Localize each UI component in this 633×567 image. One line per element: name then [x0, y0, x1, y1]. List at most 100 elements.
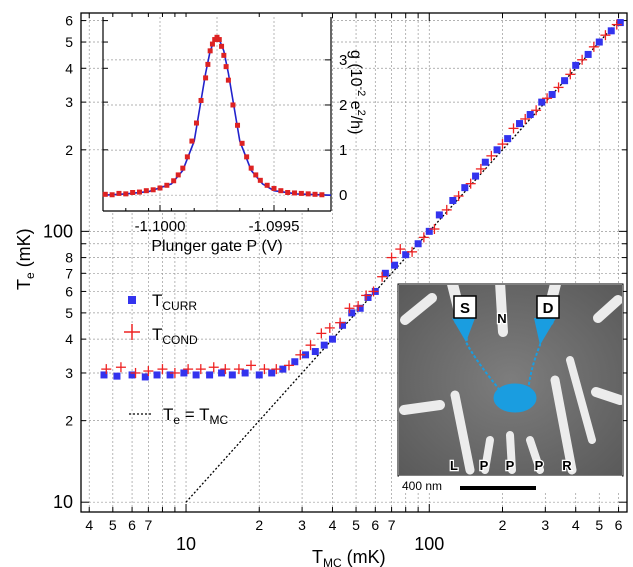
main-x-minor-tick-label: 3: [541, 517, 549, 533]
curr-point: [356, 304, 364, 312]
gate-l: [450, 390, 475, 475]
cond-point: [353, 301, 364, 312]
inset-data-point: [244, 154, 250, 160]
scale-bar-label: 400 nm: [402, 479, 442, 493]
main-x-minor-tick-label: 4: [572, 517, 580, 533]
cond-point: [475, 163, 486, 174]
inset-data-point: [298, 190, 304, 196]
inset-data-point: [189, 138, 195, 144]
cond-point: [508, 123, 519, 134]
main-x-minor-tick-label: 2: [499, 517, 507, 533]
inset-data-point: [171, 178, 177, 184]
inset-data-point: [203, 75, 209, 81]
inset-data-point: [184, 154, 190, 160]
inset-ticks: [103, 20, 331, 211]
curr-point: [192, 371, 200, 379]
inset-data-point: [123, 191, 129, 197]
curr-point: [100, 371, 108, 379]
cond-point: [157, 364, 168, 375]
gate-left-top: [400, 293, 437, 325]
curr-point: [268, 369, 276, 377]
curr-point: [607, 27, 615, 35]
curr-point: [548, 91, 556, 99]
cond-point: [368, 286, 379, 297]
main-x-minor-tick-label: 6: [371, 517, 379, 533]
cond-point: [335, 317, 346, 328]
inset-data-point: [305, 191, 311, 197]
cond-point: [259, 364, 270, 375]
curr-point: [504, 135, 512, 143]
legend-identity-label: Te = TMC: [163, 405, 229, 427]
curr-point: [402, 251, 410, 259]
gate-p2: [506, 431, 516, 474]
curr-point: [595, 38, 603, 46]
drain-reservoir: [534, 318, 556, 345]
cond-point: [386, 252, 397, 263]
main-y-minor-tick-label: 5: [65, 305, 73, 321]
inset-data-point: [216, 37, 222, 43]
inset-data-point: [150, 187, 156, 193]
inset-x-tick-label: -1.0995: [249, 218, 300, 235]
curr-point: [320, 341, 328, 349]
inset-data-point: [312, 191, 318, 197]
inset-data-point: [164, 182, 170, 188]
cond-point: [453, 191, 464, 202]
inset-data-point: [253, 172, 259, 178]
inset-data-point: [207, 48, 213, 54]
main-x-minor-tick-label: 3: [298, 517, 306, 533]
inset-y-tick-label: 3: [339, 52, 347, 69]
curr-point: [279, 365, 287, 373]
cond-point: [418, 232, 429, 243]
inset-data-point: [257, 177, 263, 183]
gate-p3: [526, 436, 544, 474]
main-y-major-tick-label: 10: [53, 492, 73, 512]
cond-point: [169, 367, 180, 378]
curr-point: [435, 211, 443, 219]
curr-point: [128, 371, 136, 379]
inset-data-point: [225, 77, 231, 83]
cond-point: [377, 271, 388, 282]
curr-point: [180, 369, 188, 377]
quantum-dot: [452, 318, 556, 413]
curr-points: [100, 19, 624, 381]
curr-point: [381, 269, 389, 277]
inset-data-point: [109, 192, 115, 198]
scale-bar-background: [399, 476, 622, 493]
dot-body: [493, 383, 537, 413]
inset-data-point: [239, 140, 245, 146]
inset-data-point: [223, 64, 229, 70]
device-micrograph: S D N L P P P R 400 nm: [397, 283, 624, 493]
curr-point: [166, 371, 174, 379]
y-axis-label: Te (mK): [14, 228, 37, 290]
inset-chart: -1.1000 -1.0995 0 1 2 3 Plunger gate P (V) g …: [102, 17, 367, 255]
cond-point: [208, 362, 219, 373]
cond-point: [429, 224, 440, 235]
curr-point: [302, 351, 310, 359]
cond-point: [183, 364, 194, 375]
main-y-minor-tick-label: 4: [65, 331, 73, 347]
main-x-minor-tick-label: 4: [85, 517, 93, 533]
legend-cond-label: TCOND: [152, 325, 198, 347]
cond-point: [361, 290, 372, 301]
inset-data-point: [278, 188, 284, 194]
curr-point: [538, 98, 546, 106]
curr-point: [328, 335, 336, 343]
label-p2: P: [506, 458, 515, 473]
inset-data-point: [235, 122, 241, 128]
curr-point: [561, 77, 569, 85]
curr-point: [414, 240, 422, 248]
inset-x-tick-label: -1.1000: [135, 218, 186, 235]
inset-y-tick-label: 1: [339, 142, 347, 159]
inset-data-point: [205, 61, 211, 67]
label-r: R: [562, 458, 572, 473]
cond-point: [101, 364, 112, 375]
cond-point: [316, 328, 327, 339]
inset-data-point: [136, 189, 142, 195]
gate-r2: [566, 356, 596, 444]
inset-data-point: [230, 102, 236, 108]
main-y-minor-tick-label: 6: [65, 13, 73, 29]
cond-point: [565, 69, 576, 80]
curr-point: [516, 120, 524, 128]
